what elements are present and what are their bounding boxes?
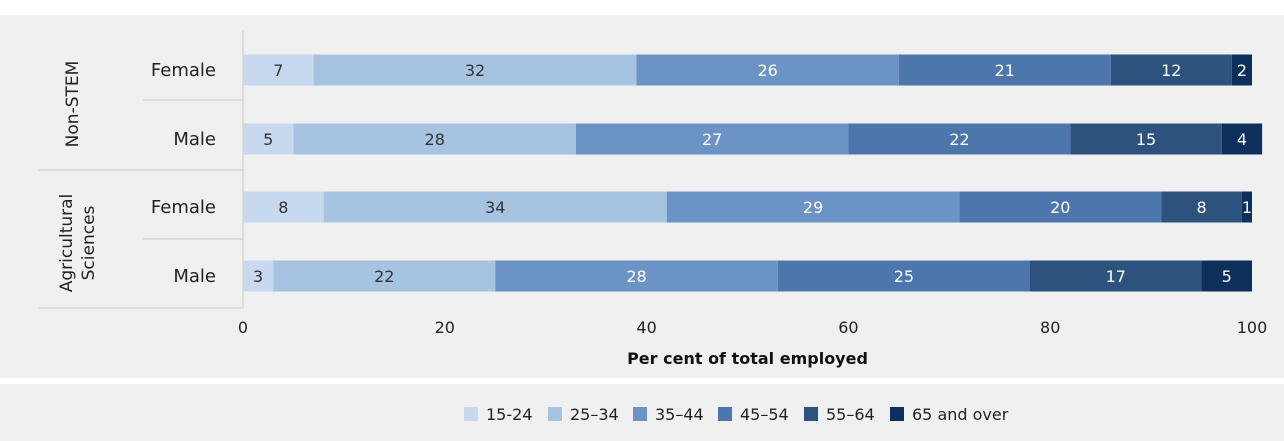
bar-segment <box>243 54 314 86</box>
group-label: Agricultural Sciences <box>57 194 99 293</box>
group-label-line: Sciences <box>79 205 99 280</box>
bar-value-label: 4 <box>1237 130 1247 149</box>
bar-segment <box>243 260 274 292</box>
bar-segment <box>1241 191 1252 223</box>
bar-value-label: 15 <box>1136 130 1156 149</box>
bar-value-label: 5 <box>263 130 273 149</box>
legend-swatch <box>804 407 818 421</box>
bar-value-label: 21 <box>995 61 1015 80</box>
bar-value-label: 28 <box>626 267 646 286</box>
bar-segment <box>1231 54 1252 86</box>
bar-segment <box>1030 260 1202 292</box>
legend-entry-label: 55–64 <box>826 405 875 424</box>
bar-value-label: 8 <box>278 198 288 217</box>
category-label: Male <box>173 266 216 287</box>
bar-segment <box>243 191 324 223</box>
legend-entry-label: 45–54 <box>740 405 789 424</box>
legend-swatch <box>890 407 904 421</box>
bar-value-label: 1 <box>1242 198 1252 217</box>
bar-segment <box>243 123 294 155</box>
category-label: Male <box>173 129 216 150</box>
bar-value-label: 3 <box>253 267 263 286</box>
bar-value-label: 8 <box>1196 198 1206 217</box>
bar-value-label: 12 <box>1161 61 1181 80</box>
bar-value-label: 20 <box>1050 198 1070 217</box>
legend-entry-label: 25–34 <box>570 405 619 424</box>
bar-segment <box>1201 260 1252 292</box>
legend-swatch <box>464 407 478 421</box>
bar-segment <box>313 54 637 86</box>
category-label: Female <box>151 60 216 81</box>
legend-entry-label: 65 and over <box>912 405 1009 424</box>
legend-swatch <box>633 407 647 421</box>
group-label: Non-STEM <box>63 61 83 148</box>
bar-segment <box>323 191 667 223</box>
bar-segment <box>575 123 849 155</box>
bar-value-label: 17 <box>1106 267 1126 286</box>
bar-value-label: 26 <box>758 61 778 80</box>
bar-value-label: 22 <box>949 130 969 149</box>
x-tick-label: 20 <box>435 318 455 337</box>
legend-entry-label: 35–44 <box>655 405 704 424</box>
x-axis-title: Per cent of total employed <box>627 349 868 368</box>
legend-entry-label: 15-24 <box>486 405 533 424</box>
bar-value-label: 29 <box>803 198 823 217</box>
x-tick-label: 0 <box>238 318 248 337</box>
category-label: Female <box>151 197 216 218</box>
x-tick-label: 80 <box>1040 318 1060 337</box>
x-tick-label: 60 <box>838 318 858 337</box>
bar-value-label: 28 <box>425 130 445 149</box>
legend-swatch <box>718 407 732 421</box>
bar-segment <box>273 260 496 292</box>
bar-segment <box>848 123 1071 155</box>
bar-segment <box>1161 191 1242 223</box>
bar-value-label: 7 <box>273 61 283 80</box>
bar-segment <box>1221 123 1263 155</box>
bar-segment <box>636 54 899 86</box>
legend-swatch <box>548 407 562 421</box>
bar-segment <box>666 191 960 223</box>
bar-value-label: 32 <box>465 61 485 80</box>
bar-value-label: 25 <box>894 267 914 286</box>
group-label-line: Agricultural <box>57 194 77 293</box>
bar-value-label: 34 <box>485 198 505 217</box>
bar-segment <box>1110 54 1232 86</box>
bar-segment <box>898 54 1111 86</box>
bar-segment <box>959 191 1162 223</box>
bar-segment <box>495 260 778 292</box>
bar-value-label: 2 <box>1237 61 1247 80</box>
bar-segment <box>777 260 1031 292</box>
x-tick-label: 100 <box>1237 318 1268 337</box>
bar-value-label: 22 <box>374 267 394 286</box>
x-tick-label: 40 <box>636 318 656 337</box>
bar-value-label: 5 <box>1222 267 1232 286</box>
bar-segment <box>293 123 576 155</box>
bar-value-label: 27 <box>702 130 722 149</box>
bar-segment <box>1070 123 1222 155</box>
